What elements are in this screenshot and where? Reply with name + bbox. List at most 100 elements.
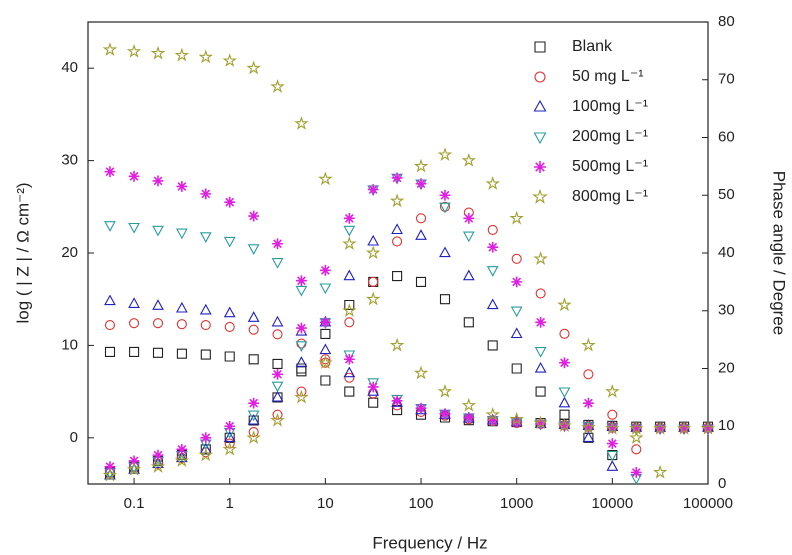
- impedance-point: [342, 236, 357, 250]
- phase-point: [437, 147, 453, 162]
- impedance-point: [678, 423, 690, 434]
- impedance-point: [199, 232, 212, 243]
- phase-point: [557, 297, 572, 312]
- phase-point: [487, 340, 498, 351]
- phase-point: [631, 444, 642, 455]
- impedance-point: [389, 337, 405, 352]
- impedance-point: [247, 311, 260, 322]
- y2-tick-label: 70: [718, 71, 735, 88]
- x-tick-label: 1000: [500, 495, 533, 512]
- impedance-point: [128, 222, 140, 234]
- y-tick-label: 40: [61, 59, 78, 76]
- impedance-point: [224, 196, 236, 208]
- phase-point: [486, 266, 499, 277]
- x-tick-label: 10000: [591, 495, 633, 512]
- impedance-point: [152, 175, 164, 187]
- impedance-point: [272, 358, 283, 369]
- phase-point: [272, 368, 283, 380]
- x-tick-label: 100000: [683, 495, 733, 512]
- impedance-point: [487, 414, 499, 426]
- phase-point: [295, 356, 308, 367]
- impedance-point: [391, 396, 403, 407]
- impedance-point: [344, 386, 355, 397]
- impedance-point: [199, 303, 212, 315]
- impedance-point: [102, 42, 118, 56]
- legend-marker: [533, 99, 547, 112]
- y2-tick-label: 20: [718, 359, 735, 376]
- impedance-point: [676, 420, 692, 435]
- impedance-point: [129, 346, 140, 357]
- impedance-point: [296, 338, 307, 349]
- phase-point: [174, 453, 190, 468]
- phase-point: [583, 432, 594, 443]
- impedance-point: [583, 421, 594, 433]
- phase-point: [535, 316, 547, 328]
- phase-point: [391, 172, 403, 184]
- phase-point: [535, 386, 546, 397]
- impedance-point: [152, 318, 164, 329]
- y2-tick-label: 10: [718, 417, 735, 434]
- impedance-point: [319, 316, 331, 328]
- impedance-point: [413, 365, 429, 380]
- impedance-point: [295, 285, 308, 297]
- impedance-point: [272, 329, 283, 340]
- phase-point: [462, 269, 475, 281]
- impedance-point: [129, 318, 140, 329]
- phase-point: [533, 251, 548, 265]
- phase-point: [128, 455, 140, 467]
- impedance-point: [630, 423, 642, 434]
- phase-point: [391, 223, 403, 235]
- phase-point: [342, 303, 357, 317]
- impedance-point: [320, 375, 331, 386]
- impedance-point: [509, 411, 524, 426]
- phase-point: [222, 441, 237, 456]
- phase-point: [152, 449, 164, 461]
- legend-marker: [534, 161, 546, 173]
- impedance-point: [174, 47, 190, 62]
- impedance-point: [296, 275, 307, 287]
- phase-point: [628, 430, 644, 444]
- phase-point: [102, 467, 118, 482]
- impedance-point: [439, 408, 451, 420]
- phase-point: [485, 176, 500, 190]
- phase-point: [319, 283, 332, 295]
- phase-point: [415, 276, 427, 287]
- impedance-point: [224, 351, 235, 362]
- impedance-point: [104, 221, 116, 232]
- impedance-point: [437, 384, 453, 398]
- impedance-point: [319, 343, 332, 355]
- impedance-point: [270, 78, 285, 93]
- impedance-point: [463, 412, 475, 423]
- impedance-point: [128, 297, 140, 308]
- phase-point: [389, 193, 405, 208]
- phase-point: [271, 381, 284, 393]
- impedance-point: [392, 405, 403, 416]
- phase-point: [415, 213, 427, 224]
- y-axis-label: log ( | Z | / Ω cm⁻²): [13, 182, 32, 323]
- y-tick-label: 10: [61, 336, 78, 353]
- phase-point: [248, 415, 259, 426]
- y2-tick-label: 80: [718, 13, 735, 30]
- phase-point: [463, 212, 475, 224]
- phase-point: [270, 412, 285, 427]
- impedance-point: [104, 166, 116, 178]
- phase-point: [558, 387, 571, 399]
- phase-point: [392, 236, 403, 247]
- impedance-point: [581, 420, 596, 434]
- phase-point: [511, 363, 522, 374]
- phase-point: [583, 369, 594, 380]
- impedance-point: [150, 45, 166, 60]
- impedance-point: [176, 319, 187, 330]
- y2-tick-label: 0: [718, 475, 726, 492]
- impedance-point: [272, 238, 283, 250]
- impedance-point: [535, 418, 547, 430]
- phase-point: [534, 361, 547, 373]
- impedance-point: [652, 420, 668, 435]
- impedance-point: [104, 320, 116, 331]
- impedance-point: [104, 346, 116, 357]
- impedance-point: [296, 366, 307, 377]
- legend-label: 50 mg L⁻¹: [572, 68, 644, 85]
- impedance-point: [461, 397, 477, 412]
- impedance-point: [605, 420, 620, 435]
- phase-point: [367, 184, 379, 195]
